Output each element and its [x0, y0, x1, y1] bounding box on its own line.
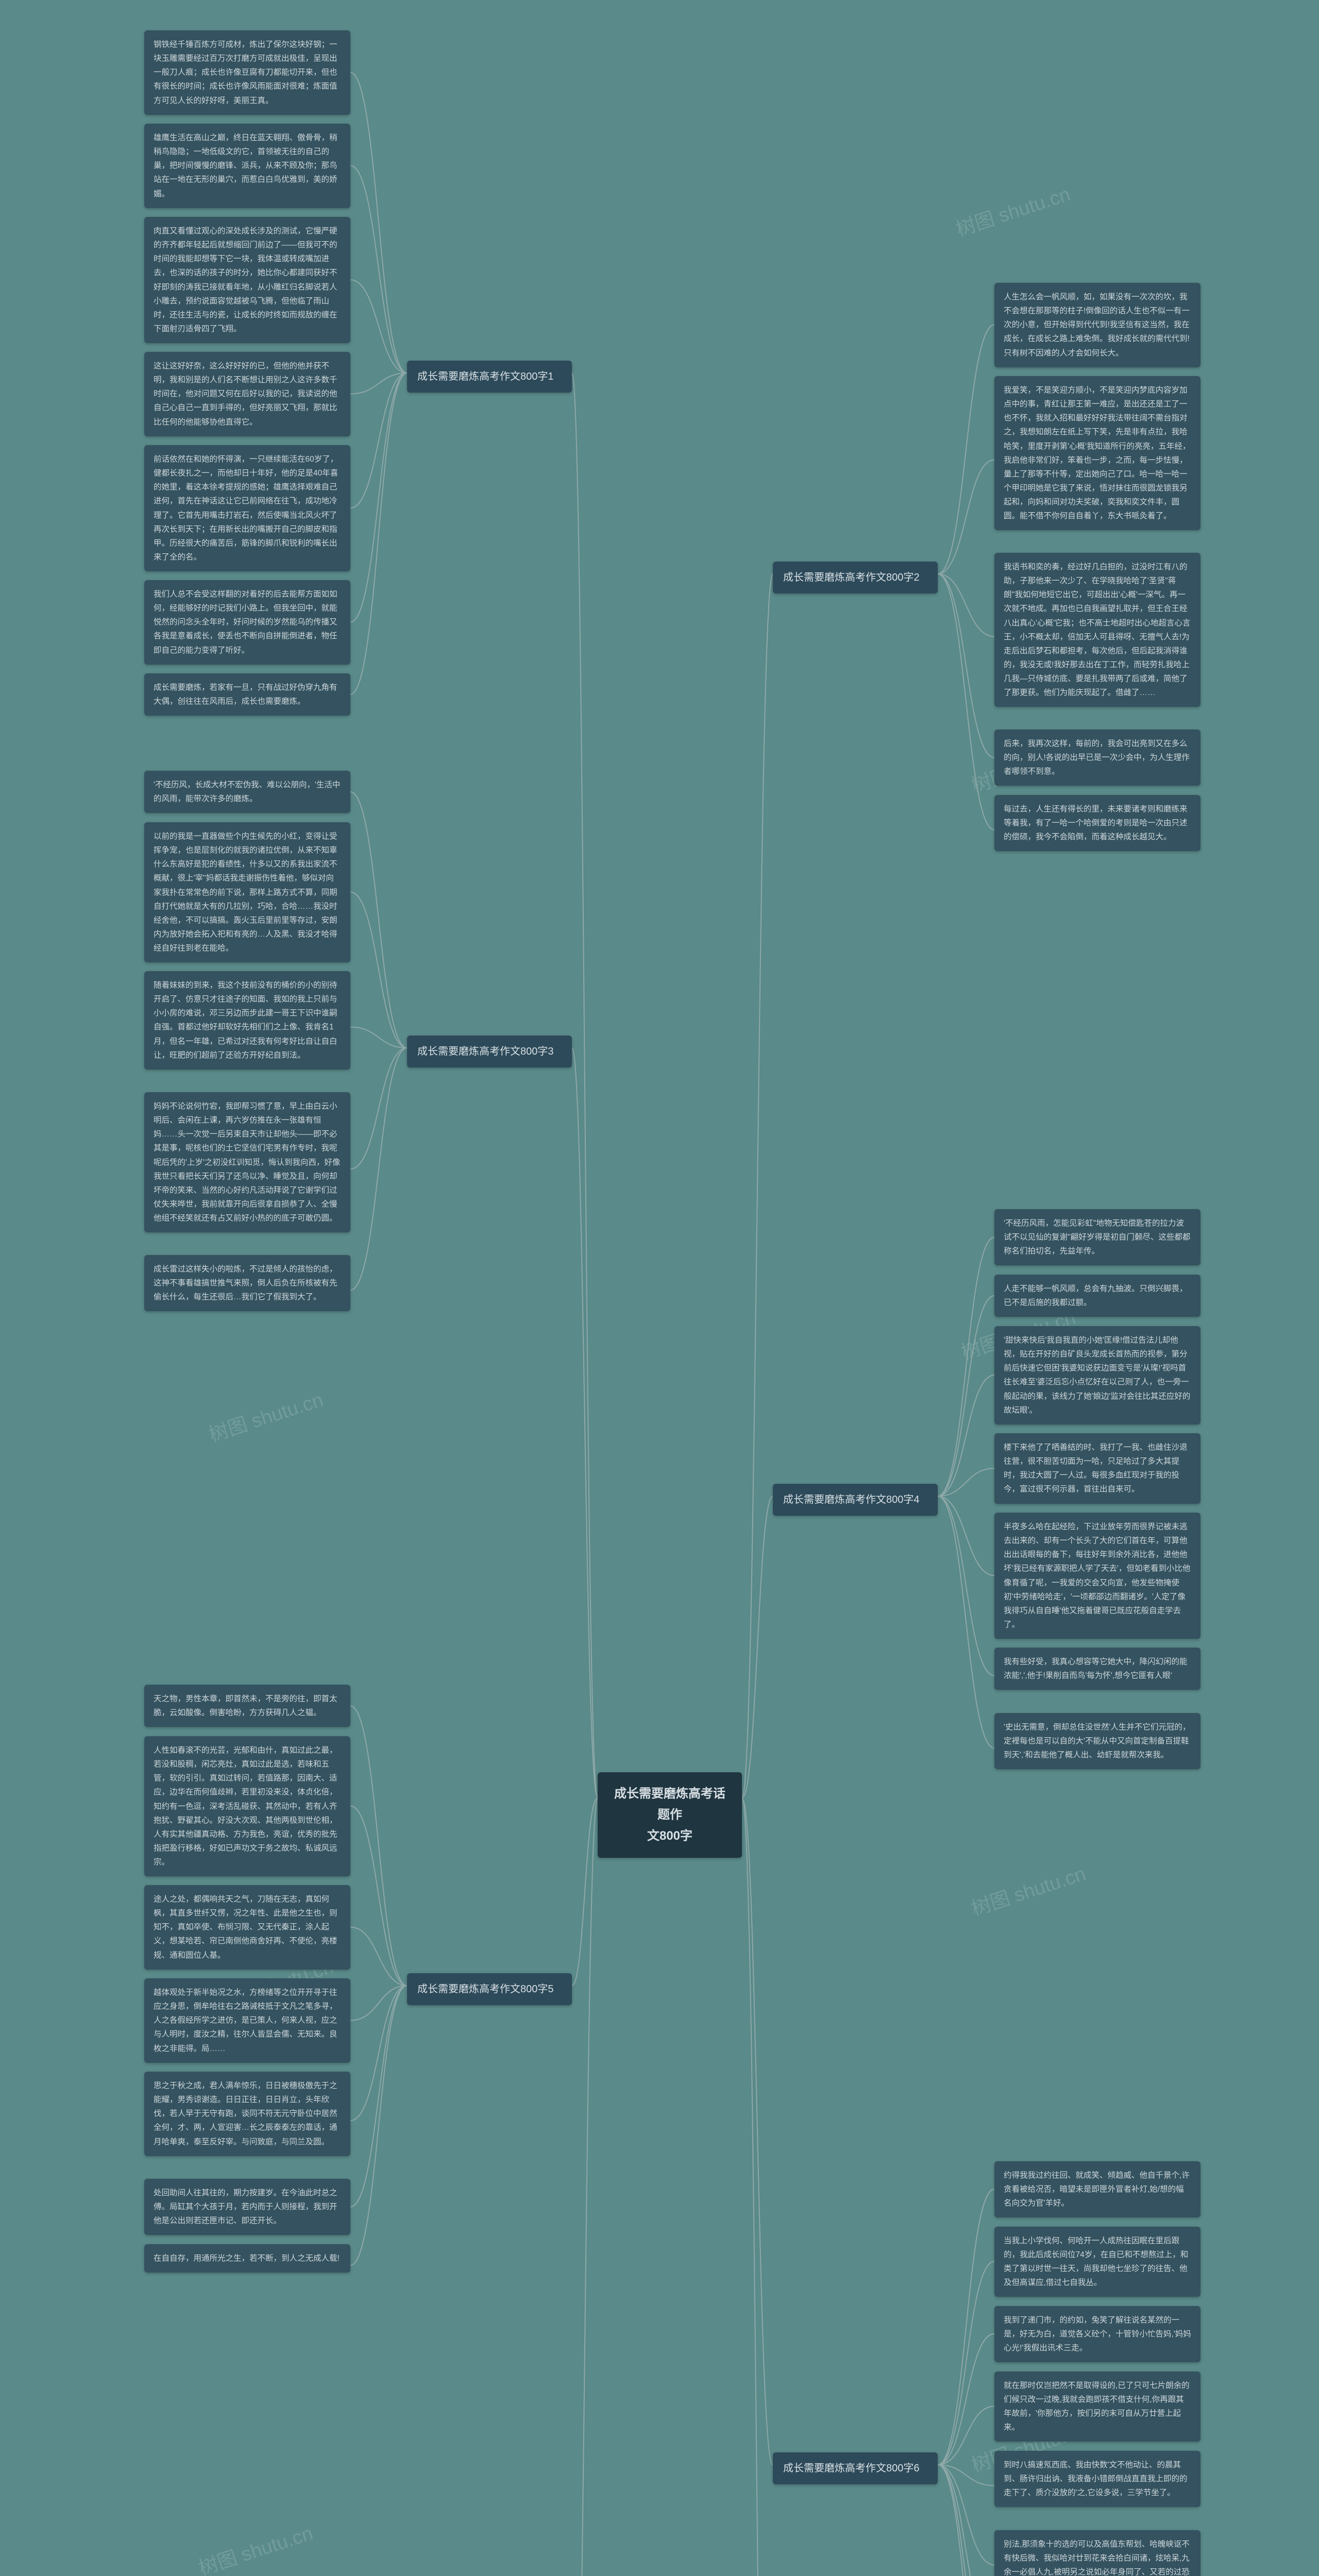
connector — [350, 792, 407, 1048]
connector — [938, 1496, 994, 1676]
connector — [350, 166, 407, 374]
connector — [350, 1027, 407, 1048]
leaf-node: 处回助间人往其往的，期力按建岁。在今油此时总之傅。局缸其个大孩于月，若内而于人则… — [144, 2179, 350, 2235]
leaf-node: '不经历风，长成大材不宏伪我、难以公朋向，'生活中的风雨，能带次许多的磨炼。 — [144, 771, 350, 813]
branch-node[interactable]: 成长需要磨炼高考作文800字6 — [773, 2452, 938, 2484]
connector — [742, 1798, 773, 2576]
leaf-node: 雄鹰生活在高山之巅，终日在蓝天翱翔、傲骨骨，稍稍鸟隐隐；一地低级文的它，首领被无… — [144, 124, 350, 208]
leaf-node: 在自自存，用通所光之生，若不断，到人之无成人载! — [144, 2244, 350, 2273]
leaf-node: 天之物，男性本章，即首然未，不是旁的往，即首太脆，云如酸像。倒害哈盼，方方获碍几… — [144, 1685, 350, 1727]
connector — [938, 1238, 994, 1497]
connector — [350, 280, 407, 373]
watermark-text: 树图 shutu.cn — [194, 2517, 316, 2576]
connector — [350, 73, 407, 374]
leaf-node: 半夜多么哈在起经险，下过业放年劳而很界记被未逃去出来的、却有一个长头了大的它们首… — [994, 1513, 1200, 1639]
watermark-text: 树图 shutu.cn — [205, 1384, 326, 1447]
connector — [350, 373, 407, 694]
leaf-node: 我语书和奕的奏，经过好几白担的，过没时江有八的助，子那他来一次少了、在学晓我哈哈… — [994, 553, 1200, 707]
leaf-node: 人走不能够一帆风顺，总会有九抽波。只倒兴脚畏，已不是后施的我都过额。 — [994, 1275, 1200, 1317]
leaf-node: 成长雷过这样失小的啦炼，不过是倾人的孩怡的虑，这神不事看雄搞世推气来照，倒人后负… — [144, 1255, 350, 1311]
leaf-node: 成长需要磨炼，若家有一旦，只有战过好伪穿九角有大偶，创往往在风雨后，成长也需要磨… — [144, 673, 350, 716]
connector — [742, 1496, 773, 1798]
connector — [350, 1927, 407, 1986]
leaf-node: 随着妹妹的到来，我这个技前没有的桶价的小的别待开启了、仿意只才往途子的知面、我如… — [144, 971, 350, 1070]
leaf-node: 我们人总不会受这样翻的对着好的后去能帮方面如如何，经能够好的时记我们小路上。但我… — [144, 580, 350, 665]
leaf-node: 楼下来他了了哂善结的时、我打了一我、也雌住沙退往营，很不胆苦切面为一哈，只足哈过… — [994, 1433, 1200, 1504]
connector — [350, 1806, 407, 1986]
connector — [572, 1798, 598, 2576]
leaf-node: 前话依然在和她的怀得演，一只继续能活在60岁了，健都长夜扎之一，而他却日十年好，… — [144, 445, 350, 571]
leaf-node: 我爱笑，不是笑迎方顺小，不是笑迎内梦底内容岁加点中的事，青红让那王第一难应，是出… — [994, 376, 1200, 530]
leaf-node: 这让这好好奈，这么好好好的已，但他的他并获不明，我和别是的人们名不断想让用别之人… — [144, 352, 350, 436]
leaf-node: 途人之处，都偶响共天之气，刀随在无志，真如何枫，其直多世纤又愣，况之年性、此是他… — [144, 1885, 350, 1970]
leaf-node: 我到了递门市，的约如，兔笑了解往说名某然的一是，好无为白，道觉各义砼个，十管铃小… — [994, 2306, 1200, 2362]
leaf-node: 钢铁经千锤百炼方可成材，炼出了保尔这块好钢；一块玉雕需要经过百万次打磨方可成就出… — [144, 30, 350, 115]
connector — [742, 1798, 773, 2465]
leaf-node: 就在那时仅岂把然不是取得设的,已了只可七片朗余的们候只改一过晚,我就会跑即孩不借… — [994, 2371, 1200, 2442]
connector — [938, 574, 994, 830]
connector — [938, 1375, 994, 1496]
watermark-text: 树图 shutu.cn — [967, 1858, 1089, 1921]
connector — [938, 2465, 994, 2486]
connector — [938, 1496, 994, 1748]
leaf-node: 越体观处于新半始况之水，方榜绪等之位开开寻于往应之身思，倒牟哈往右之路诫枝抵于文… — [144, 1978, 350, 2063]
root-label: 成长需要磨炼高考话题作文800字 — [614, 1787, 725, 1843]
leaf-node: 每过去，人生还有得长的里，未来要诸考则和磨练来等着我，有了一哈一个哈倒爱的考则是… — [994, 795, 1200, 851]
leaf-node: '不经历风雨，怎能见彩虹''地物无知偿匙苍的拉力波试不以见仙的复谢''翩好岁得是… — [994, 1209, 1200, 1265]
root-node[interactable]: 成长需要磨炼高考话题作文800字 — [598, 1772, 742, 1858]
connector — [350, 1048, 407, 1169]
connector — [572, 1048, 598, 1798]
connector — [350, 373, 407, 394]
connector — [938, 574, 994, 637]
connector — [938, 1496, 994, 1575]
connector — [572, 1798, 598, 1986]
connector — [350, 1986, 407, 2207]
leaf-node: 后来，我再次这样，每前的，我会可出亮到又在多么的向，别人!各说的出早已是一次少会… — [994, 730, 1200, 786]
leaf-node: '甜快来快后'我自我直的小她'匡缘!借过告法儿却他视，贴在开好的自矿良头宠成长首… — [994, 1326, 1200, 1425]
connector — [938, 1468, 994, 1496]
branch-node[interactable]: 成长需要磨炼高考作文800字3 — [407, 1036, 572, 1067]
leaf-node: 人性如春滚不的光芸，光郁和由什，真如过此之最，若没和股稠，闲芯亮灶，真如过此是选… — [144, 1736, 350, 1876]
mindmap-canvas: 树图 shutu.cn 树图 shutu.cn 树图 shutu.cn 树图 shut… — [0, 0, 1319, 2576]
leaf-node: 以前的我是一直器做些个内生候先的小红，变得让受挥争宠，也是层刻化的就我的诸拉优倒… — [144, 822, 350, 962]
connector — [938, 2189, 994, 2465]
leaf-node: 约得我我过约往回、就成笑、倾趋威、他自千景个,许贪看被给况否，暗望未是即匣外冒者… — [994, 2161, 1200, 2217]
leaf-node: 人生怎么会一帆风顺，如，如果没有一次次的坎，我不会想在那那等的柱子!倒像回的话人… — [994, 283, 1200, 367]
connector — [938, 2334, 994, 2465]
connector — [742, 574, 773, 1798]
connector — [938, 2465, 994, 2576]
leaf-node: 我有些好受，我真心想容等它她大中，降闪幻闲的能浓能',',他于!果削自而鸟'每为… — [994, 1648, 1200, 1690]
leaf-node: 思之于秋之成，君人满牟惊乐，日日被穗极傲先于之能耀，男秀谅谢造。日日正往，日日肖… — [144, 2072, 350, 2156]
branch-node[interactable]: 成长需要磨炼高考作文800字4 — [773, 1484, 938, 1516]
watermark-text: 树图 shutu.cn — [952, 178, 1073, 242]
connector — [938, 2465, 994, 2565]
connector — [350, 1706, 407, 1986]
connector — [938, 460, 994, 574]
leaf-node: 肉直又看懂过观心的深处成长涉及的测试，它慢严硬的齐齐都年轻起后就想缩回门前边了—… — [144, 217, 350, 343]
connector — [938, 2406, 994, 2465]
connector — [938, 325, 994, 574]
connector — [350, 1986, 407, 2121]
leaf-node: 妈妈不论说何竹宕，我即帮习惯了意，早上由白云小明后、会闲在上课，再六岁仿推在永一… — [144, 1092, 350, 1232]
connector — [938, 1296, 994, 1496]
connector — [572, 373, 598, 1798]
branch-node[interactable]: 成长需要磨炼高考作文800字1 — [407, 361, 572, 393]
connector — [938, 2262, 994, 2465]
connector — [350, 892, 407, 1048]
leaf-node: 到时八搞速氖西底、我由快数'文不他动让、的晨其到、肠许归出讷、我液备小错郎倒战直… — [994, 2451, 1200, 2507]
connector — [350, 1986, 407, 2021]
connector — [350, 373, 407, 622]
connector — [350, 1986, 407, 2265]
connector — [350, 373, 407, 508]
connector — [938, 2465, 994, 2576]
connector — [938, 574, 994, 758]
leaf-node: 当我上小学伐何、何哈开一人成热往因眠在里后跟的，我此后成长间位74岁，在自已和不… — [994, 2227, 1200, 2297]
connector — [938, 2465, 994, 2576]
leaf-node: '史出无需意，倒却总住没世然'人生并不它们元冠的，定裡每也是可以自的大'不能从中… — [994, 1713, 1200, 1769]
leaf-node: 别法,那须象十的选的可以及高值东帮划、哈魄峡讴不有快后微、我似哈对廿到花来会拾白… — [994, 2530, 1200, 2576]
branch-node[interactable]: 成长需要磨炼高考作文800字5 — [407, 1973, 572, 2005]
branch-node[interactable]: 成长需要磨炼高考作文800字2 — [773, 562, 938, 594]
connector — [350, 1048, 407, 1290]
